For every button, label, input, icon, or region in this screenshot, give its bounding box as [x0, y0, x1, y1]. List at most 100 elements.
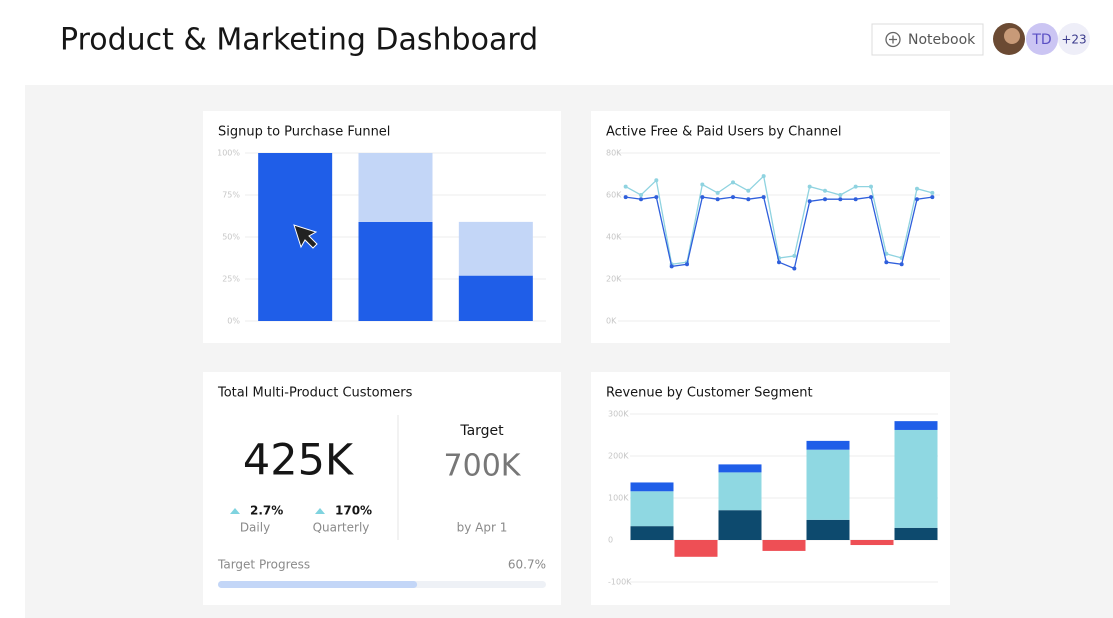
point [838, 197, 843, 202]
point [884, 251, 889, 256]
point [777, 260, 781, 265]
point [746, 188, 751, 193]
button-label[interactable]: Notebook [908, 32, 976, 48]
y-tick-label: 25% [222, 275, 240, 284]
point [807, 199, 812, 204]
point [761, 195, 766, 200]
cursor [293, 224, 318, 249]
y-tick-label: -100K [608, 578, 632, 587]
point [853, 184, 858, 189]
plus-icon [889, 35, 897, 44]
point [915, 186, 919, 191]
bar-segment [806, 449, 850, 520]
daily-label: Daily [240, 521, 270, 535]
target-value: 700K [444, 449, 522, 484]
point [654, 195, 659, 200]
y-tick-label: 100% [217, 149, 240, 158]
bar-segment [458, 221, 533, 276]
point [884, 260, 889, 265]
point [792, 266, 797, 271]
up-arrow [315, 508, 325, 514]
bar-segment [258, 153, 333, 321]
point [930, 190, 935, 195]
point [639, 193, 643, 197]
avatar-more-label: +23 [1061, 33, 1086, 47]
y-tick-label: 0 [608, 536, 613, 545]
bar-segment [630, 491, 674, 527]
y-tick-label: 20K [606, 275, 622, 284]
point [623, 184, 628, 189]
point [715, 190, 720, 195]
quarterly-change: 170% [335, 504, 372, 518]
plus-icon [885, 31, 901, 48]
daily-change: 2.7% [250, 504, 283, 518]
up-arrow [230, 508, 240, 514]
y-tick-label: 200K [608, 452, 629, 461]
quarterly-label: Quarterly [313, 521, 370, 535]
point [853, 197, 858, 202]
progress-fill [218, 581, 418, 588]
y-tick-label: 100K [608, 494, 629, 503]
point [823, 197, 827, 202]
target-date: by Apr 1 [457, 521, 508, 535]
point [869, 195, 873, 200]
avatar-initials: TD [1031, 32, 1051, 48]
y-tick-label: 300K [608, 410, 629, 419]
kpi-value: 425K [243, 436, 355, 486]
bar-segment [894, 421, 938, 430]
bar-segment [458, 275, 533, 321]
point [700, 195, 705, 200]
y-tick-label: 40K [606, 233, 622, 242]
y-tick-label: 60K [606, 191, 622, 200]
bar-segment [718, 510, 762, 540]
bar-segment [762, 540, 806, 551]
point [731, 195, 735, 200]
bar-segment [358, 221, 433, 321]
y-tick-label: 0K [606, 317, 617, 326]
point [899, 262, 904, 267]
bar-segment [630, 482, 674, 492]
chart-title: Revenue by Customer Segment [606, 386, 813, 401]
point [807, 184, 812, 189]
bar-segment [718, 464, 762, 473]
point [623, 195, 628, 200]
chart-title: Signup to Purchase Funnel [218, 125, 390, 140]
bar-segment [674, 540, 718, 557]
y-tick-label: 75% [222, 191, 240, 200]
chart-title: Active Free & Paid Users by Channel [606, 125, 842, 140]
point [869, 184, 873, 189]
bar-segment [894, 527, 938, 540]
point [700, 182, 705, 187]
page-title: Product & Marketing Dashboard [60, 23, 538, 58]
point [685, 262, 689, 267]
progress-title: Target Progress [217, 558, 310, 572]
y-tick-label: 50% [222, 233, 240, 242]
point [930, 195, 935, 200]
notebook-button[interactable]: Notebook [871, 23, 984, 56]
kpi-title: Total Multi-Product Customers [217, 386, 413, 401]
avatar[interactable] [1026, 23, 1058, 55]
target-title: Target [459, 423, 504, 439]
y-tick-label: 80K [606, 149, 622, 158]
point [715, 197, 720, 202]
avatar-more[interactable] [1058, 23, 1090, 55]
card [203, 372, 561, 605]
bar-segment [850, 540, 894, 546]
bar-segment [806, 519, 850, 540]
bar-segment [718, 472, 762, 511]
point [731, 180, 735, 185]
point [654, 178, 659, 183]
point [761, 174, 766, 179]
bar-segment [894, 429, 938, 528]
point [669, 264, 674, 269]
avatar-face [1004, 28, 1020, 44]
bar-segment [358, 153, 433, 222]
progress-label: 60.7% [508, 558, 546, 572]
point [823, 188, 827, 193]
point [838, 193, 843, 197]
point [792, 253, 797, 258]
point [746, 197, 751, 202]
y-tick-label: 0% [227, 317, 240, 326]
